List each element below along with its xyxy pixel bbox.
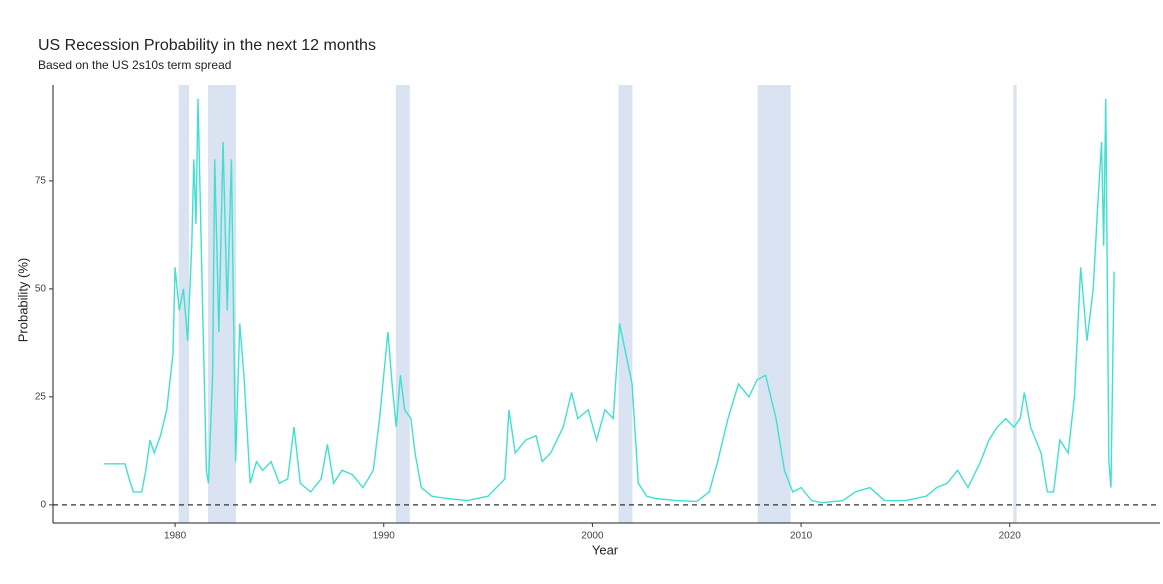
x-tick-label: 2020: [999, 531, 1022, 542]
recession-band: [618, 85, 633, 523]
x-tick-label: 2010: [790, 531, 813, 542]
y-tick-label: 50: [35, 284, 47, 295]
recession-band: [208, 85, 237, 523]
recession-band: [1013, 85, 1017, 523]
chart-subtitle: Based on the US 2s10s term spread: [38, 58, 231, 72]
y-tick-label: 0: [40, 499, 46, 510]
recession-band: [757, 85, 791, 523]
x-tick-label: 1980: [164, 531, 187, 542]
y-tick-label: 75: [35, 176, 47, 187]
y-axis-title: Probability (%): [15, 258, 30, 343]
x-axis-title: Year: [592, 542, 619, 557]
x-tick-label: 2000: [581, 531, 604, 542]
probability-line: [104, 98, 1115, 504]
chart-title: US Recession Probability in the next 12 …: [38, 37, 376, 54]
y-tick-label: 25: [35, 392, 47, 403]
recession-band: [395, 85, 410, 523]
recession-band: [178, 85, 190, 523]
x-tick-label: 1990: [373, 531, 396, 542]
